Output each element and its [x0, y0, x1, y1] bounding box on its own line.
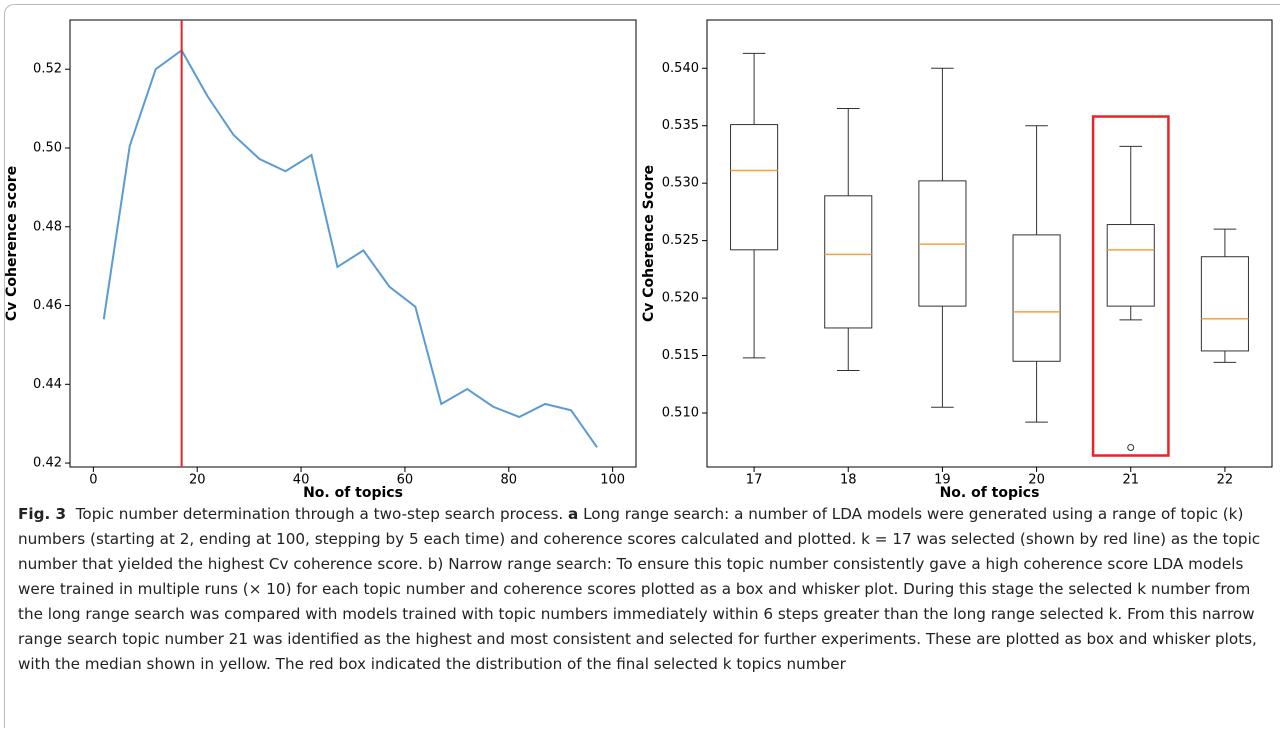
y-tick-label: 0.46 — [33, 298, 62, 313]
y-tick-label: 0.44 — [33, 377, 62, 392]
box — [1200, 256, 1249, 352]
y-tick-label: 0.520 — [662, 291, 699, 306]
x-tick-label: 40 — [293, 473, 310, 488]
x-tick-label: 0 — [89, 473, 97, 488]
caption-text: Long range search: a number of LDA model… — [18, 505, 1261, 673]
y-tick-label: 0.540 — [662, 61, 699, 76]
figure-frame — [4, 4, 1280, 728]
box — [824, 195, 873, 329]
box — [1012, 234, 1061, 362]
y-tick-label: 0.50 — [33, 140, 62, 155]
y-tick-label: 0.515 — [662, 348, 699, 363]
y-tick-label: 0.535 — [662, 118, 699, 133]
y-axis-title: Cv Coherence Score — [641, 165, 657, 322]
caption-part: a — [568, 505, 579, 523]
x-tick-label: 100 — [600, 473, 625, 488]
x-tick-label: 20 — [1028, 473, 1045, 488]
y-axis-title: Cv Coherence score — [4, 166, 20, 321]
x-tick-label: 80 — [501, 473, 518, 488]
box — [730, 124, 779, 251]
y-tick-label: 0.48 — [33, 219, 62, 234]
x-tick-label: 60 — [397, 473, 414, 488]
x-tick-label: 20 — [189, 473, 206, 488]
y-tick-label: 0.52 — [33, 62, 62, 77]
data-line — [102, 48, 598, 448]
plot-frame — [706, 19, 1273, 468]
charts: 0.42 0.44 0.46 0.48 0.50 0.52 Cv Coherence sco… — [4, 19, 1273, 500]
x-tick-label: 19 — [934, 473, 951, 488]
x-tick-label: 22 — [1217, 473, 1234, 488]
y-tick-label: 0.42 — [33, 456, 62, 471]
box — [1106, 224, 1155, 307]
x-axis-title: No. of topics — [940, 485, 1040, 500]
y-tick-label: 0.525 — [662, 233, 699, 248]
x-tick-label: 21 — [1122, 473, 1139, 488]
highlight-box — [1091, 115, 1170, 457]
flier — [1127, 443, 1135, 451]
plot-frame — [69, 19, 637, 468]
x-axis-title: No. of topics — [303, 485, 403, 500]
x-tick-label: 18 — [840, 473, 857, 488]
caption-label: Fig. 3 — [18, 505, 67, 523]
y-tick-label: 0.530 — [662, 176, 699, 191]
y-tick-label: 0.510 — [662, 405, 699, 420]
caption: Fig. 3 Topic number determination throug… — [18, 502, 1268, 677]
x-tick-label: 17 — [746, 473, 763, 488]
caption-title: Topic number determination through a two… — [75, 505, 564, 523]
